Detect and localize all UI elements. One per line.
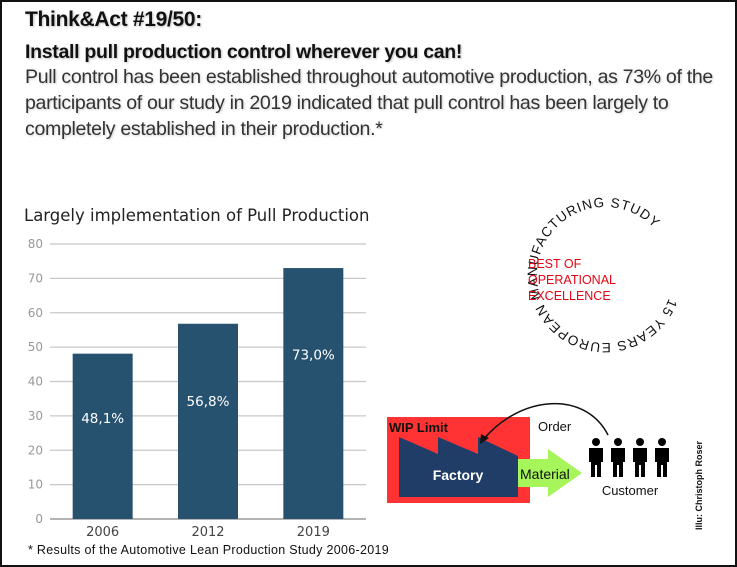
- y-tick-label: 70: [28, 271, 43, 285]
- y-tick-label: 10: [28, 478, 43, 492]
- chart-title: Largely implementation of Pull Productio…: [24, 206, 370, 225]
- data-label: 56,8%: [187, 394, 230, 410]
- bar-chart: 0 10 20 30 40 50 60 70 80 48,1% 2006 56,8% 2012 73,0%…: [28, 237, 366, 540]
- slide-subtitle: Install pull production control wherever…: [25, 41, 463, 63]
- slide-body-text: Pull control has been established throug…: [25, 66, 713, 140]
- x-tick-label: 2019: [297, 525, 330, 540]
- order-arrow: [482, 403, 609, 441]
- factory-label: Factory: [433, 467, 484, 483]
- y-tick-label: 60: [28, 306, 43, 320]
- y-tick-label: 30: [28, 409, 43, 423]
- factory-icon: [399, 437, 518, 497]
- data-label: 48,1%: [81, 411, 124, 427]
- customer-person-icon: [611, 438, 625, 477]
- bar-2019: [283, 268, 344, 519]
- customer-person-icon: [655, 438, 669, 477]
- bar-2006: [72, 353, 133, 519]
- x-tick-label: 2006: [86, 525, 119, 540]
- study-badge: 15 YEARS EUROPEAN MANUFACTURING STUDY BE…: [525, 195, 679, 355]
- badge-line-3: EXCELLENCE: [528, 289, 611, 303]
- order-label: Order: [538, 419, 572, 434]
- footnote: * Results of the Automotive Lean Product…: [28, 543, 389, 557]
- y-tick-label: 0: [35, 512, 43, 526]
- badge-line-1: BEST OF: [528, 257, 582, 271]
- customer-label: Customer: [602, 483, 659, 498]
- customer-group: [589, 438, 669, 477]
- data-label: 73,0%: [292, 347, 335, 363]
- wip-limit-label: WIP Limit: [389, 420, 449, 435]
- y-tick-label: 50: [28, 340, 43, 354]
- badge-line-2: OPERATIONAL: [528, 273, 616, 287]
- material-arrow-icon: [518, 449, 582, 497]
- customer-person-icon: [589, 438, 603, 477]
- y-tick-label: 80: [28, 237, 43, 251]
- illustration-credit: Illu: Christoph Roser: [694, 440, 704, 530]
- customer-person-icon: [633, 438, 647, 477]
- y-tick-label: 40: [28, 375, 43, 389]
- pull-diagram: WIP Limit Factory Material Order Custome…: [387, 403, 669, 503]
- bar-2012: [178, 323, 238, 519]
- y-tick-label: 20: [28, 443, 43, 457]
- material-label: Material: [520, 466, 570, 482]
- slide-title: Think&Act #19/50:: [25, 8, 202, 31]
- order-arrowhead-icon: [480, 434, 489, 444]
- x-tick-label: 2012: [191, 525, 224, 540]
